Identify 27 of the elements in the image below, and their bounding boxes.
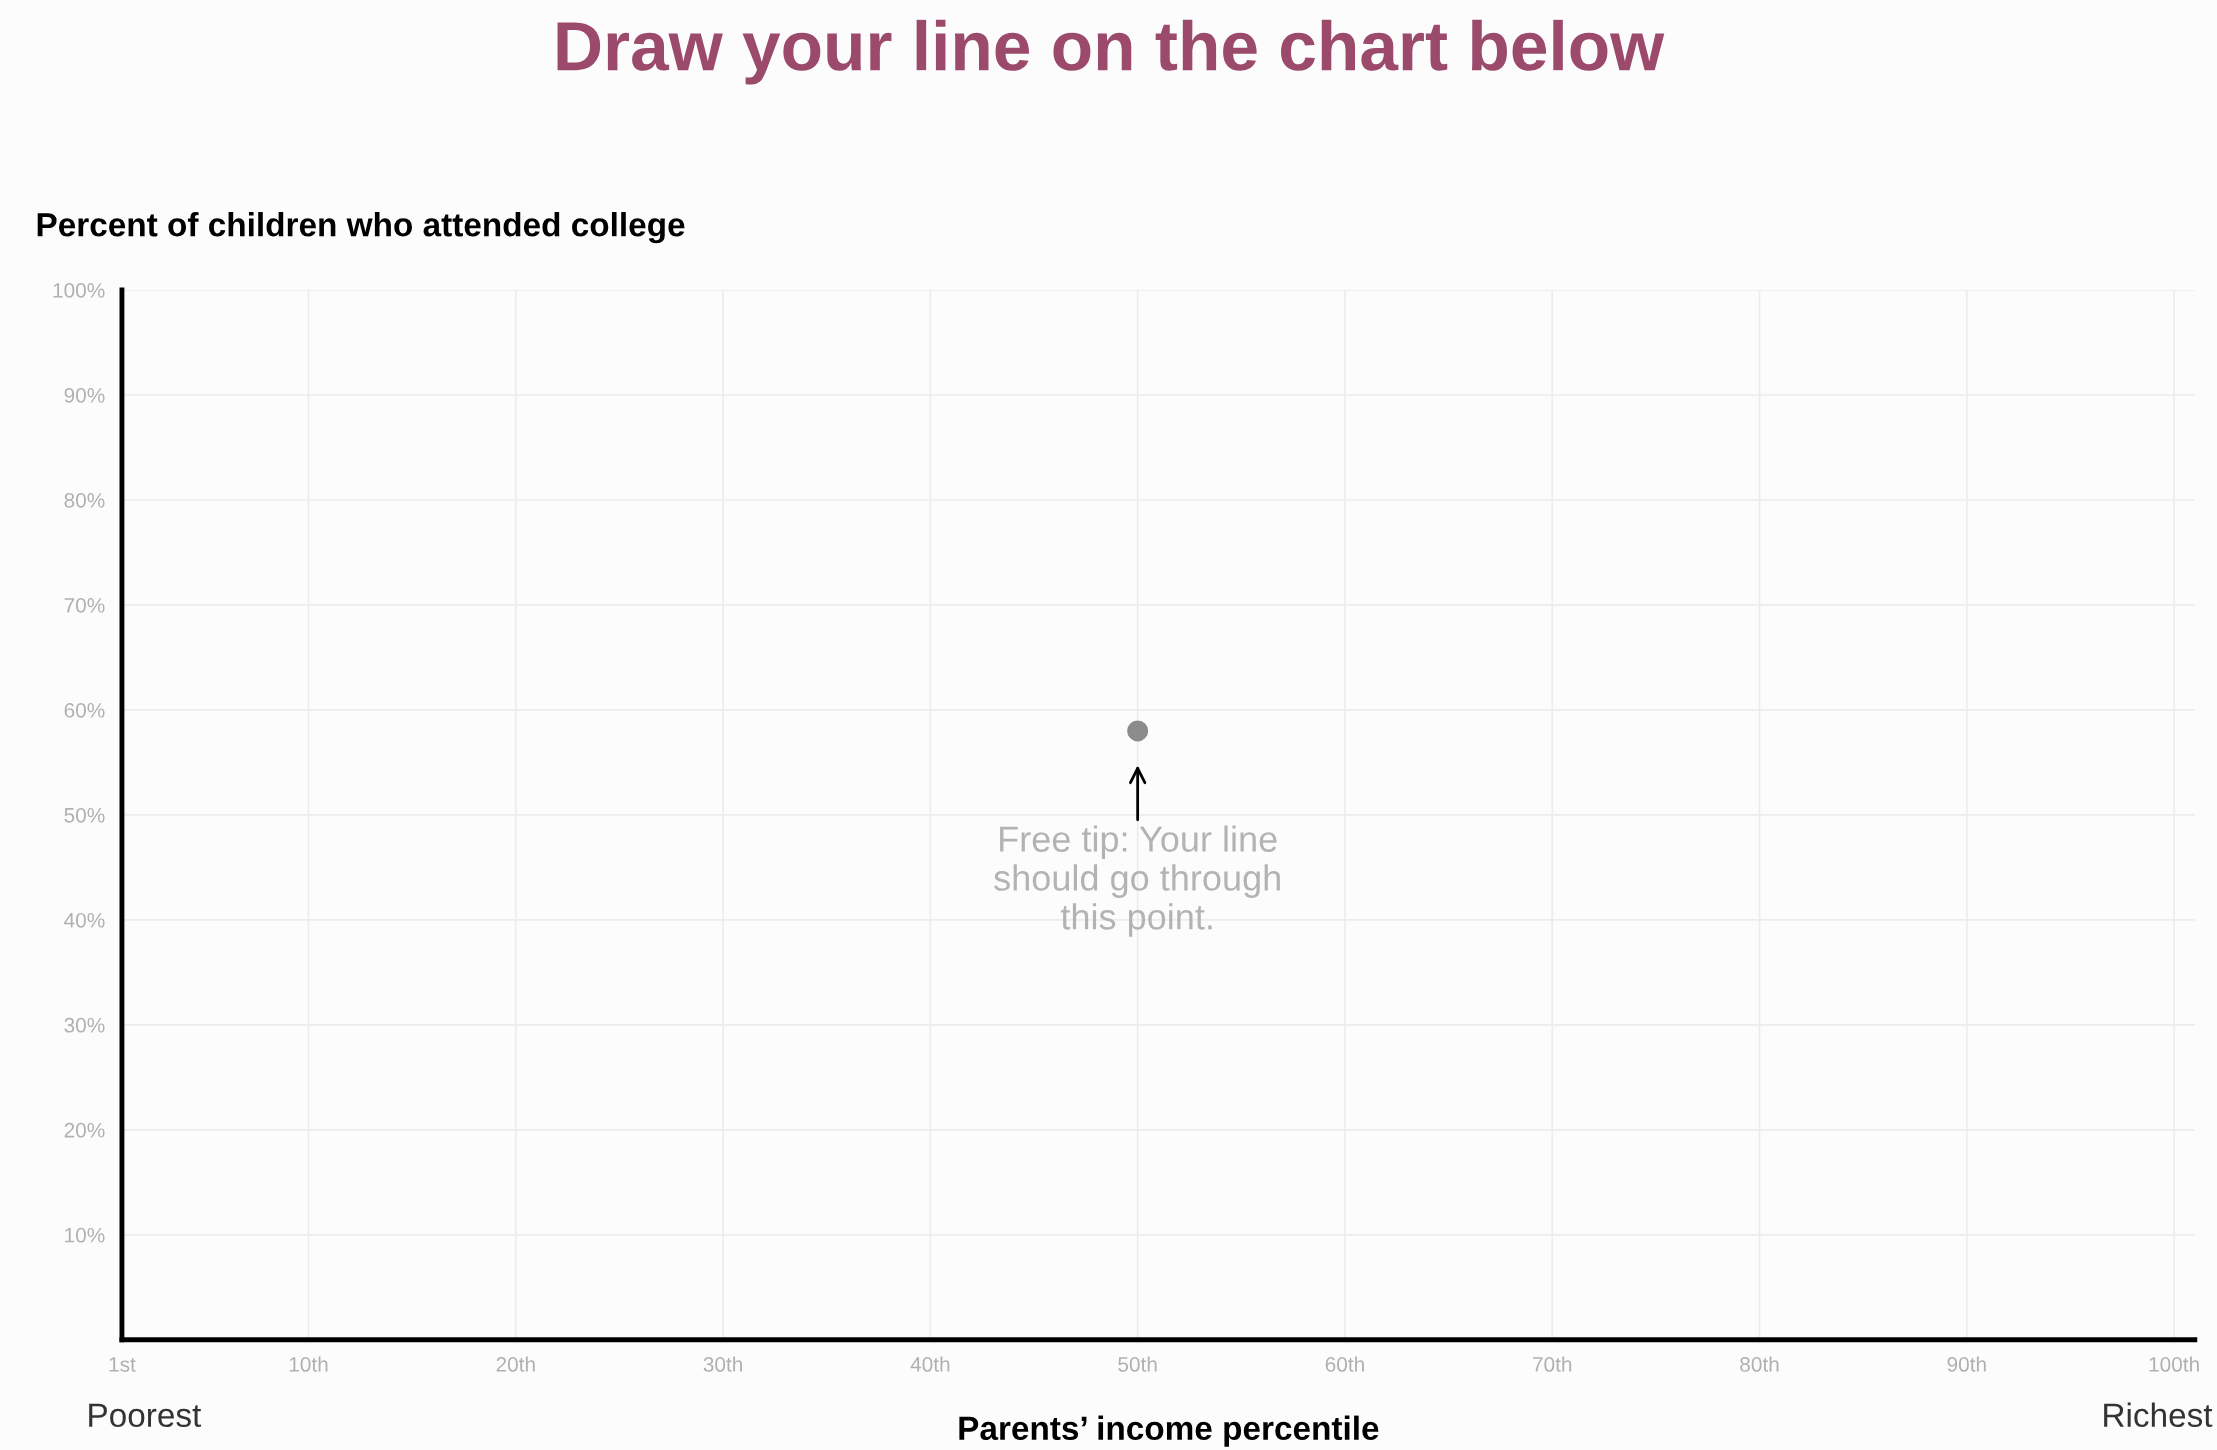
x-tick-label: 90th bbox=[1947, 1356, 1986, 1372]
x-tick-label: 50th bbox=[1118, 1356, 1157, 1372]
annotation: Free tip: Your line should go through this point. bbox=[994, 825, 1280, 937]
y-tick-label: 30% bbox=[64, 1017, 105, 1033]
y-axis-title: Percent of children who attended college bbox=[37, 212, 685, 244]
text: Richest bbox=[2104, 1402, 2213, 1428]
y-tick-label: 70% bbox=[64, 597, 105, 613]
x-tick-label: 40th bbox=[910, 1356, 950, 1372]
x-axis-title: Parents’ income percentile bbox=[959, 1415, 1379, 1447]
y-tick-label: 10% bbox=[65, 1227, 105, 1243]
y-tick-label: 60% bbox=[64, 702, 105, 718]
y-tick-label: 90% bbox=[64, 387, 105, 403]
chart-title: Draw your line on the chart below bbox=[557, 19, 1665, 85]
x-tick-label: 20th bbox=[496, 1356, 535, 1372]
text: Poorest bbox=[89, 1403, 202, 1428]
x-tick-label: 70th bbox=[1533, 1356, 1572, 1372]
y-tick-label: 80% bbox=[64, 492, 105, 508]
y-tick-label: 40% bbox=[64, 912, 105, 928]
x-tick-label: 80th bbox=[1740, 1356, 1779, 1372]
y-tick-label: 100% bbox=[53, 283, 105, 298]
y-tick-label: 20% bbox=[64, 1122, 105, 1138]
x-tick-label: 30th bbox=[703, 1356, 742, 1372]
x-tick-label: 1st bbox=[109, 1357, 136, 1372]
x-tick-label: 60th bbox=[1325, 1356, 1364, 1372]
y-tick-label: 50% bbox=[64, 807, 105, 823]
x-tick-label: 10th bbox=[289, 1356, 328, 1372]
x-tick-label: 100th bbox=[2149, 1356, 2199, 1372]
